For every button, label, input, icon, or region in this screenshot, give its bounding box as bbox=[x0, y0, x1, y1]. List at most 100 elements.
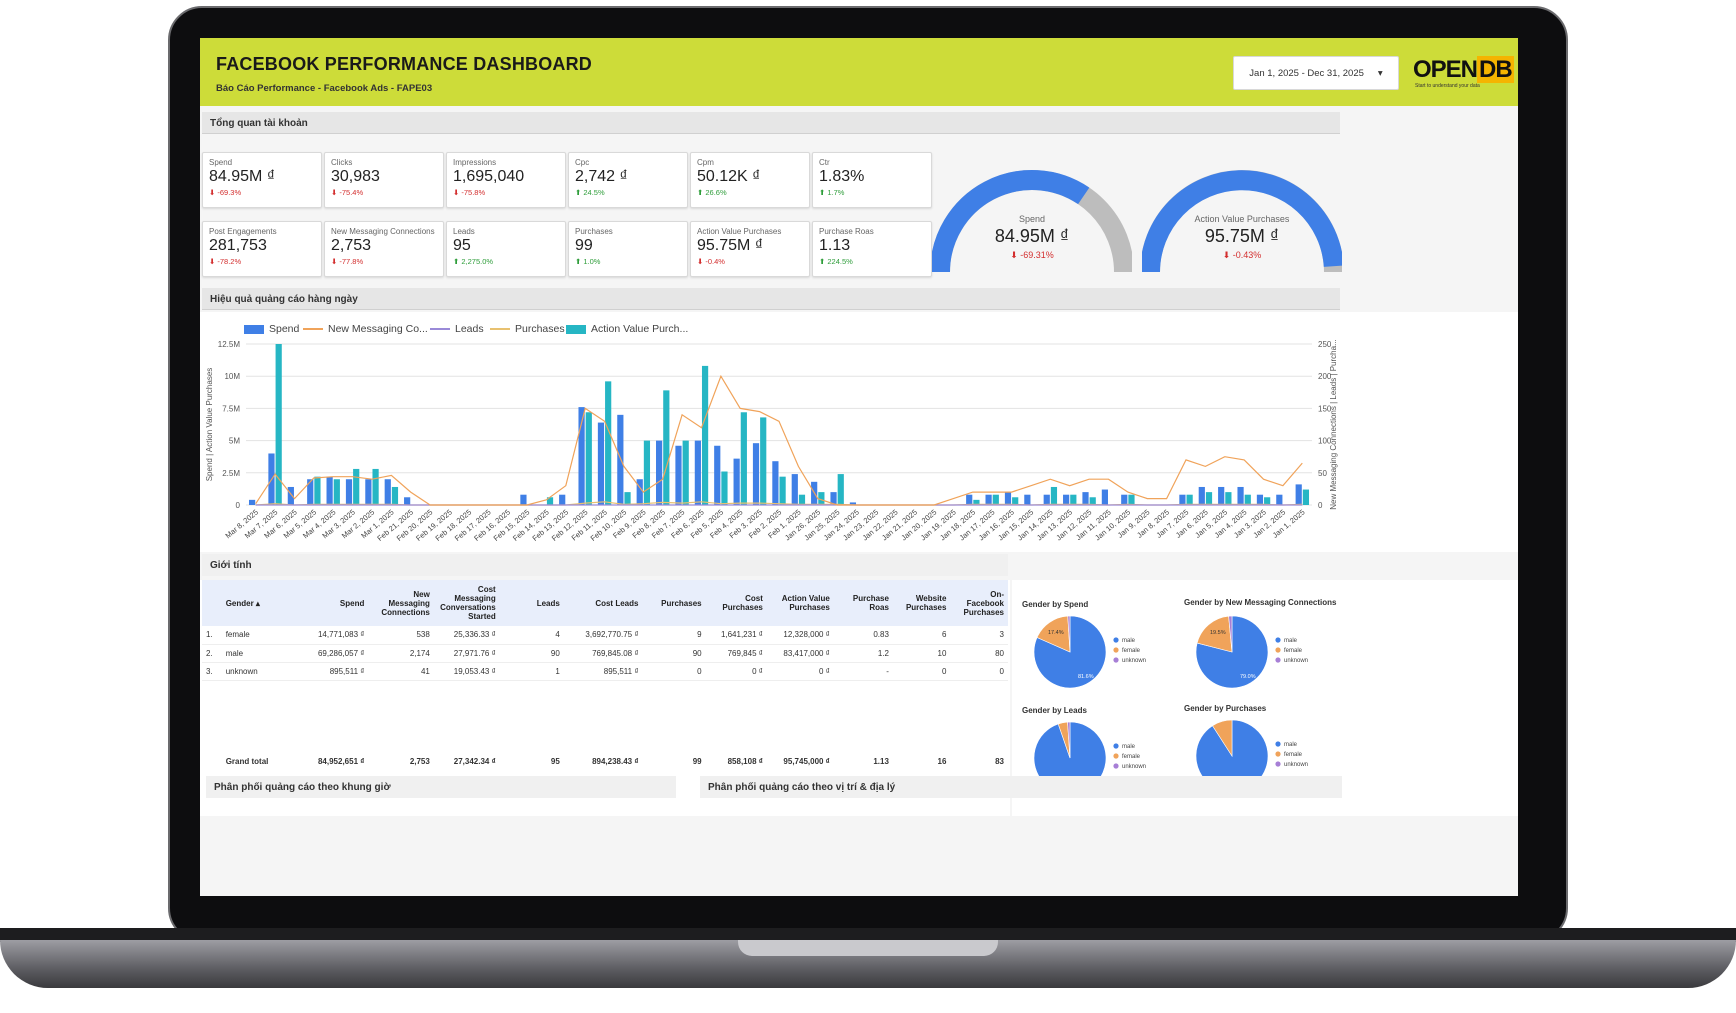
bar-spend[interactable] bbox=[1276, 494, 1283, 505]
bar-action-value[interactable] bbox=[605, 381, 612, 505]
bar-spend[interactable] bbox=[345, 479, 353, 505]
bar-spend[interactable] bbox=[1121, 494, 1128, 505]
pie-slice-unknown[interactable] bbox=[1067, 721, 1071, 759]
bar-spend[interactable] bbox=[1218, 486, 1225, 505]
bar-spend[interactable] bbox=[617, 414, 624, 505]
bar-action-value[interactable] bbox=[663, 390, 670, 505]
bar-spend[interactable] bbox=[1295, 484, 1302, 505]
legend-leads[interactable]: Leads bbox=[430, 323, 484, 335]
bar-action-value[interactable] bbox=[1012, 497, 1019, 505]
bar-action-value[interactable] bbox=[740, 412, 747, 505]
kpi-card-purchase-roas: Purchase Roas 1.13 ⬆ 224.5% bbox=[812, 221, 932, 277]
bar-action-value[interactable] bbox=[760, 417, 767, 505]
table-cell: 0 ₫ bbox=[819, 666, 830, 676]
bar-spend[interactable] bbox=[1101, 489, 1108, 505]
bar-spend[interactable] bbox=[1043, 494, 1050, 505]
bar-spend[interactable] bbox=[248, 499, 256, 505]
bar-action-value[interactable] bbox=[1205, 492, 1213, 505]
kpi-card-spend: Spend 84.95M ₫ ⬇ -69.3% bbox=[202, 152, 322, 208]
bar-action-value[interactable] bbox=[837, 474, 844, 505]
bar-action-value[interactable] bbox=[1244, 494, 1251, 505]
bar-action-value[interactable] bbox=[701, 365, 709, 505]
legend-spend[interactable]: Spend bbox=[244, 323, 299, 335]
pie-slice-male[interactable] bbox=[1195, 615, 1269, 689]
bar-spend[interactable] bbox=[636, 479, 643, 505]
bar-action-value[interactable] bbox=[973, 499, 980, 505]
ytick-right: 250 bbox=[1318, 340, 1332, 349]
bar-spend[interactable] bbox=[849, 502, 857, 505]
date-range-picker[interactable]: Jan 1, 2025 - Dec 31, 2025 ▾ bbox=[1233, 56, 1399, 90]
bar-spend[interactable] bbox=[1198, 486, 1205, 505]
legend-purchases[interactable]: Purchases bbox=[490, 323, 565, 335]
table-row[interactable]: 2. male 69,286,057 ₫ 2,174 27,971.76 ₫ 90 769,… bbox=[202, 644, 1008, 662]
legend-messaging[interactable]: New Messaging Co... bbox=[303, 323, 428, 335]
pie-slice-female[interactable] bbox=[1196, 615, 1233, 653]
gauge-action-value-arc bbox=[1140, 170, 1344, 273]
bar-spend[interactable] bbox=[578, 407, 585, 505]
bar-action-value[interactable] bbox=[1302, 489, 1310, 505]
bar-action-value[interactable] bbox=[992, 494, 999, 505]
bar-action-value[interactable] bbox=[275, 344, 282, 505]
bar-action-value[interactable] bbox=[353, 468, 360, 505]
kpi-card-impressions: Impressions 1,695,040 ⬇ -75.8% bbox=[446, 152, 566, 208]
table-row[interactable]: 1. female 14,771,083 ₫ 538 25,336.33 ₫ 4 3,692… bbox=[202, 626, 1008, 644]
bar-action-value[interactable] bbox=[643, 440, 651, 505]
bar-action-value[interactable] bbox=[585, 412, 592, 505]
bar-spend[interactable] bbox=[404, 497, 411, 505]
bar-spend[interactable] bbox=[752, 443, 760, 505]
bar-action-value[interactable] bbox=[779, 476, 786, 505]
bar-action-value[interactable] bbox=[624, 492, 631, 505]
ytick-right: 200 bbox=[1318, 372, 1332, 381]
bar-action-value[interactable] bbox=[682, 440, 689, 505]
bar-action-value[interactable] bbox=[1050, 486, 1058, 505]
bar-spend[interactable] bbox=[1024, 494, 1031, 505]
bar-spend[interactable] bbox=[656, 440, 663, 505]
bar-spend[interactable] bbox=[287, 486, 294, 505]
bar-spend[interactable] bbox=[384, 479, 391, 505]
bar-spend[interactable] bbox=[597, 422, 605, 505]
bar-spend[interactable] bbox=[985, 494, 992, 505]
bar-spend[interactable] bbox=[1179, 494, 1186, 505]
bar-spend[interactable] bbox=[1004, 492, 1012, 505]
legend-action-value[interactable]: Action Value Purch... bbox=[566, 323, 688, 335]
bar-spend[interactable] bbox=[326, 476, 333, 505]
bar-spend[interactable] bbox=[694, 440, 701, 505]
bar-spend[interactable] bbox=[1256, 494, 1264, 505]
bar-spend[interactable] bbox=[520, 494, 527, 505]
pie-slice-male[interactable] bbox=[1033, 615, 1107, 689]
bar-action-value[interactable] bbox=[391, 486, 399, 505]
bar-spend[interactable] bbox=[1237, 486, 1244, 505]
bar-spend[interactable] bbox=[307, 479, 314, 505]
table-header-cell[interactable]: Gender ▴ bbox=[225, 598, 260, 608]
bar-spend[interactable] bbox=[365, 479, 372, 505]
bar-action-value[interactable] bbox=[333, 479, 340, 505]
bar-spend[interactable] bbox=[559, 494, 566, 505]
bar-action-value[interactable] bbox=[721, 471, 728, 505]
bar-action-value[interactable] bbox=[1070, 494, 1077, 505]
bar-spend[interactable] bbox=[772, 461, 779, 505]
bar-action-value[interactable] bbox=[1225, 492, 1232, 505]
bar-spend[interactable] bbox=[966, 494, 973, 505]
bar-action-value[interactable] bbox=[372, 468, 379, 505]
bar-spend[interactable] bbox=[1082, 492, 1089, 505]
bar-spend[interactable] bbox=[791, 474, 798, 505]
bar-spend[interactable] bbox=[830, 492, 837, 505]
bar-spend[interactable] bbox=[714, 445, 721, 505]
table-cell: 25,336.33 ₫ bbox=[453, 630, 496, 640]
bar-action-value[interactable] bbox=[314, 476, 321, 505]
bar-action-value[interactable] bbox=[1128, 494, 1135, 505]
pie-slice-unknown[interactable] bbox=[1228, 615, 1233, 653]
bar-action-value[interactable] bbox=[1186, 494, 1193, 505]
bar-spend[interactable] bbox=[675, 445, 682, 505]
pie-slice-unknown[interactable] bbox=[1067, 615, 1071, 653]
bar-action-value[interactable] bbox=[546, 497, 554, 505]
pie-slice-female[interactable] bbox=[1212, 719, 1233, 758]
bar-action-value[interactable] bbox=[818, 492, 825, 505]
header-banner: FACEBOOK PERFORMANCE DASHBOARD Báo Cáo P… bbox=[200, 38, 1518, 106]
bar-action-value[interactable] bbox=[1089, 497, 1096, 505]
bar-action-value[interactable] bbox=[798, 494, 806, 505]
bar-action-value[interactable] bbox=[1264, 497, 1271, 505]
table-row[interactable]: 3. unknown 895,511 ₫ 41 19,053.43 ₫ 1 895,511 … bbox=[202, 662, 1008, 680]
bar-spend[interactable] bbox=[733, 458, 740, 505]
bar-spend[interactable] bbox=[1063, 494, 1070, 505]
